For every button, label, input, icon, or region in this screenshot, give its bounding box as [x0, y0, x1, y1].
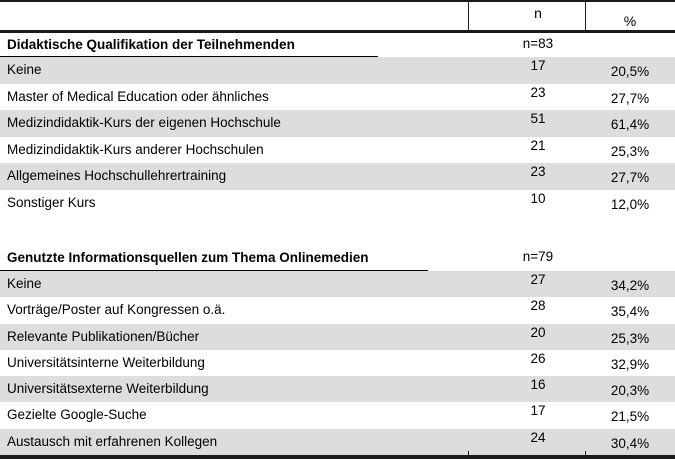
row-pct-value: 32,9%	[610, 356, 650, 372]
table-row: Vorträge/Poster auf Kongressen o.ä. 28 3…	[0, 297, 675, 323]
column-divider	[585, 0, 586, 33]
row-label: Austausch mit erfahrenen Kollegen	[7, 433, 218, 449]
top-border	[0, 0, 675, 2]
row-n-value: 16	[530, 377, 546, 393]
row-pct-value: 34,2%	[610, 278, 650, 293]
header-empty-cell	[0, 2, 468, 30]
section-title: Genutzte Informationsquellen zum Thema O…	[7, 250, 369, 265]
row-pct-value: 12,0%	[610, 196, 650, 212]
column-divider	[468, 0, 469, 33]
row-pct-value: 25,3%	[610, 330, 650, 346]
row-n-value: 26	[530, 350, 546, 366]
header-divider	[0, 30, 675, 33]
section-empty-cell	[585, 246, 675, 271]
row-n-value: 21	[530, 137, 546, 153]
table-row: Universitätsexterne Weiterbildung 16 20,…	[0, 376, 675, 403]
row-label: Master of Medical Education oder ähnlich…	[7, 88, 269, 104]
table-row: Medizindidaktik-Kurs anderer Hochschulen…	[0, 137, 675, 164]
row-label: Keine	[7, 276, 42, 291]
table-row: Sonstiger Kurs 10 12,0%	[0, 190, 675, 217]
row-label: Medizindidaktik-Kurs anderer Hochschulen	[7, 141, 264, 157]
section-title: Didaktische Qualifikation der Teilnehmen…	[7, 37, 295, 52]
section-n-total: n=79	[522, 249, 554, 264]
row-pct-value: 20,3%	[610, 383, 650, 399]
row-label: Relevante Publikationen/Bücher	[7, 328, 200, 344]
row-label: Vorträge/Poster auf Kongressen o.ä.	[7, 302, 226, 318]
row-label: Gezielte Google-Suche	[7, 407, 147, 423]
row-pct-value: 20,5%	[610, 64, 650, 79]
table-row: Austausch mit erfahrenen Kollegen 24 30,…	[0, 428, 675, 456]
row-label: Medizindidaktik-Kurs der eigenen Hochsch…	[7, 115, 281, 130]
row-n-value: 24	[530, 429, 546, 445]
table-row: Universitätsinterne Weiterbildung 26 32,…	[0, 350, 675, 376]
row-n-value: 27	[530, 272, 546, 287]
table-row: Keine 17 20,5%	[0, 57, 675, 84]
row-label: Keine	[7, 62, 42, 77]
row-n-value: 20	[530, 324, 546, 340]
section-spacer	[0, 216, 675, 246]
row-n-value: 51	[530, 111, 546, 126]
table-row: Master of Medical Education oder ähnlich…	[0, 84, 675, 111]
column-divider-stub	[468, 451, 469, 455]
bottom-border	[0, 455, 675, 459]
row-n-value: 10	[530, 190, 546, 206]
section-underline	[0, 270, 428, 271]
row-pct-value: 30,4%	[610, 435, 650, 451]
table-row: Relevante Publikationen/Bücher 20 25,3%	[0, 323, 675, 350]
col-header-n: n	[534, 5, 542, 21]
row-n-value: 28	[530, 298, 546, 314]
table-row: Allgemeines Hochschullehrertraining 23 2…	[0, 163, 675, 190]
column-divider-stub	[585, 451, 586, 455]
row-pct-value: 25,3%	[610, 143, 650, 159]
section-header-row: Didaktische Qualifikation der Teilnehmen…	[0, 33, 675, 57]
section-underline	[0, 56, 378, 57]
row-pct-value: 21,5%	[610, 409, 650, 425]
row-n-value: 23	[530, 84, 546, 100]
table-row: Gezielte Google-Suche 17 21,5%	[0, 402, 675, 428]
row-pct-value: 61,4%	[610, 117, 650, 132]
section-empty-cell	[585, 33, 675, 57]
row-pct-value: 35,4%	[610, 304, 650, 320]
col-header-pct: %	[623, 13, 637, 29]
row-label: Universitätsinterne Weiterbildung	[7, 354, 205, 370]
row-n-value: 17	[530, 58, 546, 73]
row-pct-value: 27,7%	[610, 90, 650, 106]
row-label: Universitätsexterne Weiterbildung	[7, 381, 209, 397]
table-row: Medizindidaktik-Kurs der eigenen Hochsch…	[0, 110, 675, 137]
table-row: Keine 27 34,2%	[0, 271, 675, 298]
section-header-row: Genutzte Informationsquellen zum Thema O…	[0, 246, 675, 271]
row-n-value: 23	[530, 164, 546, 179]
row-n-value: 17	[530, 403, 546, 419]
section-n-total: n=83	[522, 36, 554, 51]
row-label: Sonstiger Kurs	[7, 194, 96, 210]
row-pct-value: 27,7%	[610, 170, 650, 185]
row-label: Allgemeines Hochschullehrertraining	[7, 168, 227, 183]
table-header-row: n %	[0, 2, 675, 30]
